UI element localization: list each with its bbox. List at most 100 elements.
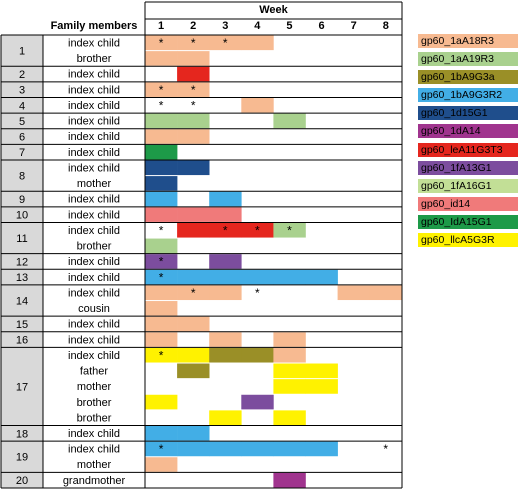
family-id-cell	[1, 159, 43, 192]
legend-item: gp60_1bA9G3R2	[418, 88, 518, 103]
sample-star: *	[159, 442, 164, 456]
week-number-6: 6	[318, 20, 324, 32]
member-name: index child	[68, 194, 120, 206]
legend-item: gp60_llcA5G3R	[418, 233, 518, 248]
member-name: father	[80, 366, 108, 378]
strain-cell	[241, 394, 274, 410]
legend-item: gp60_leA11G3T3	[418, 142, 518, 157]
strain-cell	[209, 191, 242, 207]
member-name: brother	[77, 53, 112, 65]
legend-item: gp60_1bA9G3a	[418, 70, 518, 85]
strain-cell	[145, 269, 178, 285]
family-id: 11	[16, 233, 27, 245]
strain-cell	[305, 269, 338, 285]
strain-cell	[273, 113, 306, 129]
strain-cell	[273, 222, 306, 238]
member-name: index child	[68, 116, 120, 128]
member-name: brother	[77, 397, 112, 409]
sample-star: *	[223, 36, 228, 50]
week-number-7: 7	[351, 20, 357, 32]
strain-cell	[145, 191, 178, 207]
strain-cell	[177, 51, 210, 66]
member-name: index child	[68, 84, 120, 96]
family-id: 18	[16, 428, 28, 440]
strain-cell	[209, 410, 242, 425]
member-name: index child	[68, 100, 120, 112]
family-id-cell	[1, 269, 43, 285]
family-id-cell	[1, 191, 43, 207]
strain-cell	[145, 176, 178, 191]
sample-star: *	[159, 36, 164, 50]
legend-item: gp60_1aA18R3	[418, 34, 518, 48]
legend-item: gp60_1dA14	[418, 124, 518, 139]
strain-cell	[177, 316, 210, 332]
strain-cell	[177, 113, 210, 129]
strain-cell	[177, 35, 210, 51]
strain-cell	[273, 379, 306, 394]
strain-cell	[209, 35, 242, 51]
sample-star: *	[191, 83, 196, 97]
week-number-2: 2	[190, 20, 196, 32]
family-id-cell	[1, 253, 43, 270]
strain-cell	[145, 394, 178, 410]
week-number-4: 4	[254, 20, 261, 32]
member-name: index child	[68, 256, 120, 268]
strain-cell	[241, 441, 274, 457]
family-id-cell	[1, 113, 43, 129]
family-id: 12	[16, 256, 28, 268]
member-name: index child	[68, 287, 120, 299]
family-id-cell	[1, 441, 43, 473]
strain-cell	[145, 441, 178, 457]
family-id: 2	[19, 69, 25, 81]
strain-cell	[209, 347, 242, 363]
strain-cell	[273, 441, 306, 457]
family-members-header: Family members	[51, 20, 138, 32]
family-id: 9	[19, 194, 25, 206]
strain-cell	[145, 144, 178, 160]
family-id: 3	[19, 85, 25, 97]
member-name: index child	[68, 444, 120, 456]
strain-cell	[369, 285, 403, 301]
strain-cell	[209, 207, 242, 222]
strain-cell	[177, 285, 210, 301]
family-id: 5	[19, 116, 25, 128]
member-name: grandmother	[63, 475, 126, 487]
family-id-cell	[1, 66, 43, 82]
member-name: index child	[68, 350, 120, 362]
strain-cell	[177, 441, 210, 457]
strain-cell	[305, 441, 338, 457]
sample-star: *	[159, 223, 164, 237]
strain-cell	[145, 129, 178, 144]
sample-star: *	[191, 36, 196, 50]
member-name: mother	[77, 459, 112, 471]
sample-star: *	[159, 348, 164, 362]
strain-cell	[273, 363, 306, 379]
family-id-cell	[1, 425, 43, 442]
strain-cell	[145, 301, 178, 316]
member-name: index child	[68, 225, 120, 237]
member-name: index child	[68, 272, 120, 284]
strain-cell	[145, 254, 178, 269]
family-id: 7	[19, 147, 25, 159]
member-name: index child	[68, 428, 120, 440]
strain-cell	[145, 426, 178, 441]
family-id-cell	[1, 284, 43, 317]
sample-star: *	[287, 223, 292, 237]
strain-cell	[209, 254, 242, 269]
legend-item: gp60_1fA13G1	[418, 160, 518, 175]
legend-item: gp60_IdA15G1	[418, 214, 518, 229]
strain-cell	[145, 347, 178, 363]
member-name: index child	[68, 38, 120, 50]
family-id-cell	[1, 331, 43, 348]
family-id-cell	[1, 347, 43, 426]
strain-cell	[177, 222, 210, 238]
family-id: 1	[19, 46, 25, 58]
sample-star: *	[159, 255, 164, 269]
family-id: 16	[16, 335, 28, 347]
family-id: 4	[19, 100, 25, 112]
legend-item: gp60_1aA19R3	[418, 52, 518, 67]
strain-cell	[145, 35, 178, 51]
sample-star: *	[255, 286, 260, 300]
family-id-cell	[1, 222, 43, 254]
